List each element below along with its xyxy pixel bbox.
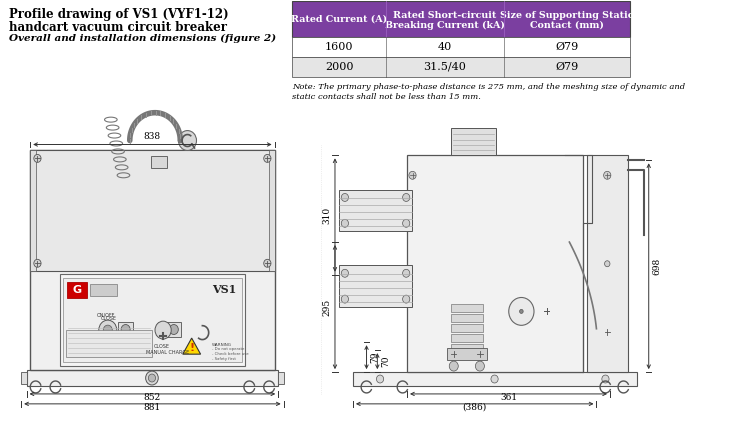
Bar: [451, 334, 483, 342]
Circle shape: [605, 261, 610, 267]
Text: CLOSE: CLOSE: [101, 316, 117, 321]
Circle shape: [520, 309, 523, 313]
Text: Contact (mm): Contact (mm): [530, 21, 604, 30]
Text: Rated Current (A): Rated Current (A): [291, 15, 387, 24]
Bar: [451, 344, 483, 352]
Bar: [27, 370, 278, 386]
Text: - Do not operate: - Do not operate: [211, 347, 244, 351]
Bar: [353, 372, 637, 386]
Text: !: !: [189, 343, 194, 353]
Circle shape: [449, 361, 458, 371]
Circle shape: [341, 269, 349, 277]
Text: 79: 79: [370, 352, 379, 363]
Text: Rated Short-circuit: Rated Short-circuit: [393, 11, 497, 20]
Bar: [446, 348, 487, 360]
Circle shape: [149, 374, 156, 382]
Text: CLOSE: CLOSE: [153, 344, 169, 349]
Circle shape: [99, 320, 117, 340]
Text: 295: 295: [322, 299, 331, 316]
Bar: [63, 278, 242, 362]
Circle shape: [169, 324, 178, 335]
Bar: [30, 150, 35, 271]
Text: - Check before use: - Check before use: [211, 352, 248, 356]
Bar: [151, 156, 167, 168]
Circle shape: [508, 298, 534, 325]
Bar: [451, 324, 483, 332]
Circle shape: [146, 371, 158, 385]
Circle shape: [341, 194, 349, 202]
Bar: [451, 128, 496, 155]
Circle shape: [403, 219, 410, 227]
Circle shape: [409, 171, 416, 179]
Circle shape: [403, 269, 410, 277]
Circle shape: [491, 375, 498, 383]
Circle shape: [121, 324, 130, 335]
Bar: [118, 322, 133, 337]
Bar: [60, 274, 245, 366]
Bar: [339, 265, 412, 307]
Circle shape: [403, 194, 410, 202]
Circle shape: [264, 259, 271, 267]
Circle shape: [475, 361, 484, 371]
Text: WARNING: WARNING: [211, 343, 231, 347]
Text: G: G: [72, 285, 81, 295]
Bar: [292, 37, 630, 57]
Text: (386): (386): [463, 403, 487, 412]
Bar: [90, 284, 118, 296]
Bar: [339, 190, 412, 231]
Text: Ø79: Ø79: [555, 62, 579, 72]
Text: 40: 40: [437, 42, 452, 52]
Text: 2000: 2000: [324, 62, 353, 72]
Bar: [588, 155, 628, 372]
Text: Note: The primary phase-to-phase distance is 275 mm, and the meshing size of dyn: Note: The primary phase-to-phase distanc…: [292, 83, 685, 101]
Text: Overall and installation dimensions (figure 2): Overall and installation dimensions (fig…: [9, 34, 276, 43]
Text: 70: 70: [381, 356, 390, 367]
Bar: [292, 57, 630, 77]
Circle shape: [341, 219, 349, 227]
Text: 838: 838: [144, 132, 161, 141]
Text: Breaking Current (kA): Breaking Current (kA): [385, 20, 505, 30]
Text: MANUAL CHARGE: MANUAL CHARGE: [146, 350, 189, 355]
Text: 1600: 1600: [324, 42, 353, 52]
Circle shape: [103, 325, 112, 335]
Text: 881: 881: [144, 403, 161, 412]
Text: handcart vacuum circuit breaker: handcart vacuum circuit breaker: [9, 21, 227, 34]
Text: Size of Supporting Static: Size of Supporting Static: [500, 11, 633, 20]
Bar: [269, 150, 275, 271]
Circle shape: [34, 154, 41, 162]
Bar: [30, 150, 275, 370]
Circle shape: [34, 259, 41, 267]
Bar: [66, 330, 151, 357]
Bar: [21, 372, 27, 384]
Text: - Safety first: - Safety first: [211, 357, 236, 361]
Bar: [451, 315, 483, 322]
Text: ON/OFF: ON/OFF: [97, 312, 115, 317]
Circle shape: [264, 154, 271, 162]
Polygon shape: [183, 338, 200, 354]
Text: 361: 361: [500, 393, 517, 402]
Circle shape: [403, 295, 410, 303]
Bar: [278, 372, 284, 384]
Circle shape: [178, 130, 197, 150]
Bar: [407, 155, 583, 372]
Circle shape: [155, 321, 171, 339]
Text: VS1: VS1: [212, 284, 236, 295]
Text: Profile drawing of VS1 (VYF1-12): Profile drawing of VS1 (VYF1-12): [9, 8, 228, 21]
Circle shape: [341, 295, 349, 303]
Bar: [67, 282, 86, 298]
Bar: [30, 150, 275, 271]
Text: Ø79: Ø79: [555, 42, 579, 52]
Circle shape: [602, 375, 609, 383]
Text: 31.5/40: 31.5/40: [423, 62, 466, 72]
Circle shape: [604, 171, 611, 179]
Circle shape: [376, 375, 384, 383]
Text: 310: 310: [322, 206, 331, 223]
Bar: [166, 322, 181, 337]
Bar: [451, 304, 483, 312]
Bar: [292, 1, 630, 37]
Text: 698: 698: [653, 258, 661, 275]
Text: 852: 852: [144, 393, 161, 402]
